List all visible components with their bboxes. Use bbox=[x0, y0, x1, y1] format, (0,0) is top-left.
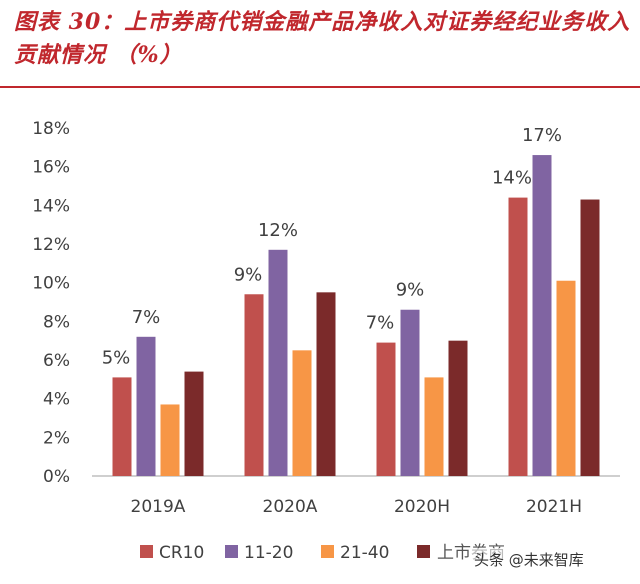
bar-cr10-2021h bbox=[508, 197, 528, 476]
bar-21-40-2019a bbox=[160, 404, 180, 476]
bar-11-20-2020h bbox=[400, 309, 420, 476]
y-tick-label: 4% bbox=[43, 390, 70, 410]
data-label: 7% bbox=[366, 313, 395, 334]
title-divider bbox=[0, 86, 640, 88]
data-label: 12% bbox=[258, 220, 298, 241]
legend-label: CR10 bbox=[159, 543, 204, 563]
legend-label: 11-20 bbox=[244, 543, 293, 563]
x-tick-label: 2020A bbox=[263, 497, 318, 517]
bar-cr10-2020a bbox=[244, 294, 264, 476]
legend-swatch bbox=[225, 545, 238, 558]
x-tick-label: 2021H bbox=[526, 497, 582, 517]
data-label: 14% bbox=[492, 168, 532, 189]
legend-label: 21-40 bbox=[340, 543, 389, 563]
y-tick-label: 14% bbox=[32, 196, 70, 216]
x-tick-label: 2020H bbox=[394, 497, 450, 517]
watermark-text: 头条 @未来智库 bbox=[470, 548, 588, 571]
data-label: 9% bbox=[396, 280, 425, 301]
data-label: 9% bbox=[234, 264, 263, 285]
legend-swatch bbox=[417, 545, 430, 558]
data-label: 5% bbox=[102, 347, 131, 368]
y-tick-label: 2% bbox=[43, 428, 70, 448]
bar-21-40-2020a bbox=[292, 350, 312, 476]
y-tick-label: 0% bbox=[43, 467, 70, 487]
bar-41--2019a bbox=[184, 371, 204, 476]
y-tick-label: 6% bbox=[43, 351, 70, 371]
bar-41--2020h bbox=[448, 340, 468, 476]
bar-21-40-2020h bbox=[424, 377, 444, 476]
bar-11-20-2021h bbox=[532, 155, 552, 477]
bar-cr10-2019a bbox=[112, 377, 132, 476]
y-tick-label: 8% bbox=[43, 312, 70, 332]
y-tick-label: 10% bbox=[32, 274, 70, 294]
chart-title: 图表 30：上市券商代销金融产品净收入对证券经纪业务收入贡献情况 （%） bbox=[14, 9, 631, 68]
bar-41--2021h bbox=[580, 199, 600, 477]
legend-swatch bbox=[140, 545, 153, 558]
bar-cr10-2020h bbox=[376, 342, 396, 476]
bar-21-40-2021h bbox=[556, 280, 576, 476]
data-label: 7% bbox=[132, 307, 161, 328]
legend-swatch bbox=[321, 545, 334, 558]
bar-11-20-2020a bbox=[268, 249, 288, 476]
y-tick-label: 16% bbox=[32, 158, 70, 178]
bar-41--2020a bbox=[316, 292, 336, 476]
bar-11-20-2019a bbox=[136, 336, 156, 476]
data-label: 17% bbox=[522, 125, 562, 146]
y-tick-label: 12% bbox=[32, 235, 70, 255]
y-tick-label: 18% bbox=[32, 119, 70, 139]
x-tick-label: 2019A bbox=[131, 497, 186, 517]
